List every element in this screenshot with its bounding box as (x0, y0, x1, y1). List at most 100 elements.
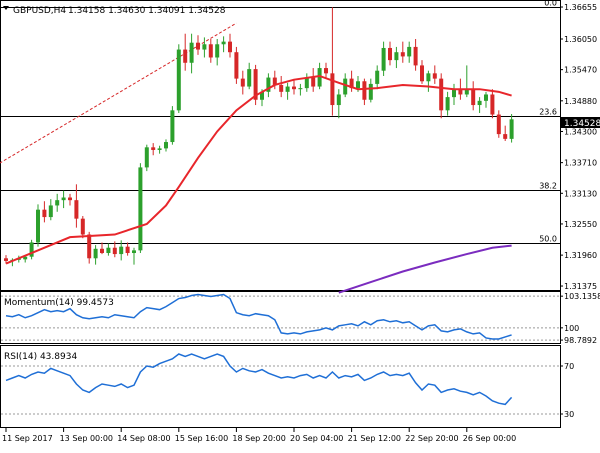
candle-body (477, 100, 482, 106)
candle-body (23, 256, 28, 260)
fib-level-label: 0.0 (544, 0, 557, 8)
price-tick-label: 1.33710 (564, 159, 597, 168)
candle-body (356, 81, 360, 89)
current-price-label: 1.34528 (564, 119, 600, 129)
candle-body (362, 81, 367, 100)
candle-body (266, 77, 271, 92)
candle-body (138, 167, 143, 251)
candle-body (368, 83, 373, 100)
rsi-panel-frame (0, 345, 561, 428)
candle-body (112, 247, 117, 255)
fib-level-label: 38.2 (539, 182, 557, 191)
candle-body (202, 44, 207, 50)
momentum-tick-label: 103.1358 (564, 292, 600, 301)
candle-body (55, 200, 60, 206)
candle-body (324, 68, 328, 74)
candle-body (170, 110, 175, 143)
rsi-title: RSI(14) 43.8934 (4, 352, 77, 362)
candle-body (221, 41, 226, 45)
candle-body (144, 147, 149, 168)
candle-body (304, 77, 309, 89)
candle-body (87, 234, 92, 259)
candle-body (439, 78, 444, 111)
time-tick-label: 15 Sep 16:00 (175, 434, 228, 443)
candle-body (343, 78, 348, 95)
candle-body (93, 248, 98, 259)
time-tick-label: 18 Sep 20:00 (232, 434, 285, 443)
rsi-tick-label: 70 (564, 362, 574, 371)
price-tick-label: 1.31960 (564, 251, 597, 260)
candle-body (458, 89, 463, 95)
price-tick-label: 1.32550 (564, 220, 597, 229)
price-tick-label: 1.35470 (564, 66, 597, 75)
candle-body (292, 86, 296, 90)
momentum-tick-label: 100 (564, 324, 579, 333)
sma-20-line (5, 74, 512, 265)
time-tick-label: 26 Sep 00:00 (463, 434, 516, 443)
candle-body (298, 88, 303, 90)
candle-body (68, 197, 72, 201)
candle-body (445, 97, 450, 111)
candle-body (29, 242, 34, 257)
collapse-triangle-icon[interactable] (3, 6, 9, 10)
candle-body (80, 218, 85, 235)
price-tick-label: 1.31375 (564, 282, 597, 291)
current-price-tag (561, 117, 600, 128)
candle-body (311, 77, 316, 87)
ohlc-label: 1.34158 1.34630 1.34091 1.34528 (68, 6, 226, 16)
candle-body (490, 94, 495, 115)
candle-body (496, 114, 501, 135)
candle-body (432, 73, 437, 79)
candle-body (260, 91, 264, 100)
fib-level-label: 50.0 (539, 235, 557, 244)
candle-body (272, 77, 277, 85)
candle-body (151, 147, 156, 150)
candle-body (503, 134, 508, 139)
candle-body (471, 89, 476, 106)
candle-body (4, 258, 8, 261)
candle-body (484, 94, 488, 101)
candle-body (215, 44, 220, 58)
candle-body (100, 248, 104, 254)
candle-body (509, 119, 514, 139)
candle-body (228, 41, 232, 53)
candle-body (61, 197, 66, 201)
time-tick-label: 21 Sep 12:00 (348, 434, 401, 443)
time-tick-label: 22 Sep 20:00 (405, 434, 458, 443)
candle-body (452, 89, 456, 98)
candle-body (42, 209, 47, 218)
candle-body (285, 86, 290, 92)
candle-body (375, 70, 380, 84)
candle-body (413, 46, 418, 66)
time-tick-label: 13 Sep 00:00 (60, 434, 113, 443)
candle-body (240, 78, 245, 87)
price-tick-label: 1.36655 (564, 3, 597, 12)
candle-body (234, 52, 239, 79)
candle-body (208, 44, 213, 58)
candle-body (394, 52, 399, 61)
candle-body (164, 142, 168, 149)
fib-level-label: 23.6 (539, 108, 557, 117)
candle-body (106, 247, 111, 254)
momentum-title: Momentum(14) 99.4573 (4, 298, 114, 308)
candle-body (183, 49, 188, 63)
candle-body (426, 73, 431, 82)
main-panel-frame (0, 0, 561, 291)
symbol-label: GBPUSD,H4 (13, 6, 66, 16)
rsi-tick-label: 30 (564, 410, 574, 419)
candle-body (349, 78, 354, 89)
momentum-tick-label: 98.7892 (564, 336, 597, 345)
time-tick-label: 14 Sep 08:00 (117, 434, 170, 443)
candle-body (336, 94, 341, 106)
candle-body (36, 209, 40, 243)
price-tick-label: 1.36050 (564, 35, 597, 44)
price-tick-label: 1.33130 (564, 189, 597, 198)
candle-body (48, 205, 53, 218)
price-tick-label: 1.34880 (564, 97, 597, 106)
candle-body (381, 47, 386, 71)
trend-line (0, 22, 237, 164)
momentum-line (5, 293, 512, 340)
candle-body (189, 42, 194, 63)
